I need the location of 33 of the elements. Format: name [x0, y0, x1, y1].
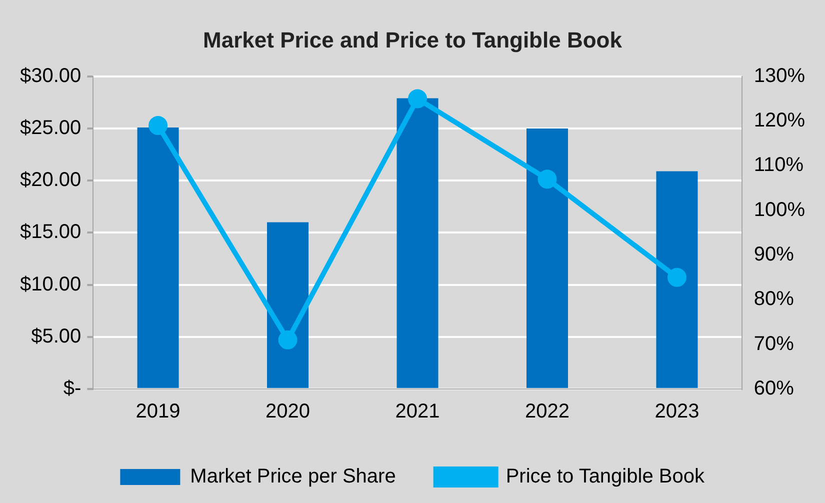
y2-tick-label: 80%	[754, 288, 794, 310]
y2-tick-label: 60%	[754, 378, 794, 400]
bar	[526, 128, 568, 388]
bar	[656, 171, 698, 388]
y-tick-label: $30.00	[20, 64, 82, 87]
y2-tick-label: 90%	[754, 244, 794, 266]
y2-tick-label: 130%	[754, 64, 806, 87]
point	[148, 116, 168, 136]
point	[408, 89, 428, 108]
y-tick-label: $25.00	[20, 117, 82, 140]
y2-tick-label: 120%	[754, 110, 806, 132]
bar	[267, 222, 309, 388]
x-tick-label: 2023	[654, 400, 700, 423]
x-tick-label: 2019	[136, 400, 180, 423]
chart-title: Market Price and Price to Tangible Book	[203, 27, 623, 52]
legend-label: Price to Tangible Book	[506, 466, 706, 488]
x-tick-label: 2020	[266, 400, 310, 423]
bar	[137, 127, 179, 388]
point	[278, 330, 298, 350]
legend-label: Market Price per Share	[190, 466, 396, 488]
point	[538, 170, 557, 189]
x-tick-label: 2021	[395, 400, 440, 423]
bar	[396, 98, 438, 388]
x-tick-label: 2022	[524, 400, 570, 423]
y2-tick-label: 100%	[754, 198, 806, 221]
y-tick-label: $-	[63, 378, 82, 400]
y2-tick-label: 110%	[754, 154, 804, 176]
point	[667, 268, 686, 287]
y-tick-label: $20.00	[20, 169, 82, 192]
y-tick-label: $15.00	[20, 221, 82, 244]
y2-tick-label: 70%	[754, 332, 794, 355]
y-tick-label: $5.00	[31, 325, 82, 348]
y-tick-label: $10.00	[20, 273, 82, 296]
